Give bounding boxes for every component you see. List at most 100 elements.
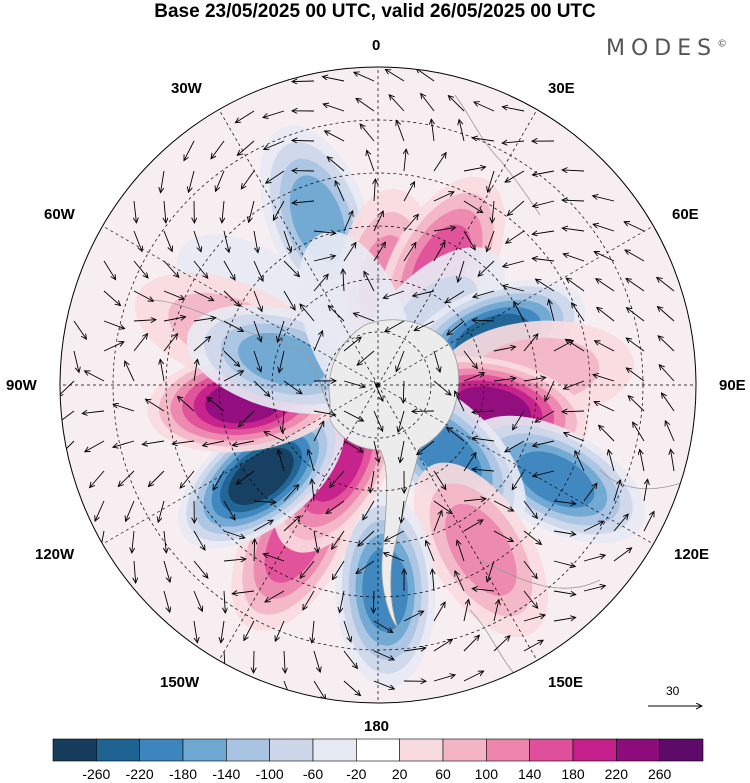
wind-vector	[223, 290, 240, 306]
map-border	[59, 66, 697, 704]
lon-label-0: 0	[372, 37, 381, 54]
wind-vector	[401, 500, 405, 523]
wind-vector	[463, 453, 476, 472]
wind-vector	[400, 440, 405, 463]
wind-vector	[523, 615, 545, 622]
wind-vector	[133, 230, 142, 251]
anomaly-contour	[445, 503, 517, 596]
wind-vector	[472, 589, 495, 591]
wind-vector	[593, 374, 615, 382]
wind-vector	[532, 170, 555, 175]
wind-vector	[553, 560, 575, 567]
wind-vector	[184, 140, 195, 161]
wind-vector	[385, 69, 405, 82]
wind-vector	[161, 170, 165, 193]
wind-vector	[513, 410, 525, 430]
wind-vector	[134, 200, 136, 223]
wind-vector	[503, 260, 525, 267]
wind-vector	[277, 320, 285, 342]
wind-vector	[60, 410, 75, 424]
colorbar-swatch	[356, 738, 400, 762]
wind-vector	[597, 307, 615, 322]
wind-vector	[463, 499, 486, 501]
wind-vector	[566, 278, 585, 292]
wind-vector	[384, 530, 405, 541]
wind-vector	[533, 200, 555, 206]
colorbar-tick-label: -140	[212, 766, 241, 782]
wind-vector	[657, 307, 675, 322]
wind-vector	[505, 440, 525, 452]
wind-vector	[493, 347, 516, 352]
wind-vector	[549, 300, 555, 322]
colorbar-tick-label: 220	[604, 766, 629, 782]
wind-vector	[613, 514, 628, 532]
colorbar-tick-label: -180	[168, 766, 198, 782]
wind-vector	[523, 560, 537, 579]
wind-vector	[327, 157, 345, 172]
wind-vector	[367, 150, 375, 172]
colorbar-tick-label: 140	[517, 766, 542, 782]
wind-vector	[163, 230, 172, 251]
wind-vector	[445, 290, 465, 303]
wind-vector	[263, 110, 285, 118]
wind-vector	[599, 425, 615, 442]
meridian-line	[377, 384, 654, 545]
wind-vector	[474, 102, 495, 112]
wind-vector	[343, 680, 360, 696]
wind-vector	[85, 440, 105, 452]
wind-vector	[253, 520, 273, 532]
wind-vector	[193, 530, 205, 550]
wind-vector	[373, 620, 393, 632]
wind-vector	[626, 338, 645, 352]
wind-vector	[113, 404, 135, 412]
colorbar-swatch	[52, 738, 97, 762]
wind-vector	[275, 620, 285, 641]
wind-vector	[661, 393, 675, 412]
wind-vector	[383, 290, 405, 298]
wind-vector	[292, 140, 315, 141]
wind-vector	[324, 131, 345, 142]
wind-vector	[160, 359, 165, 382]
wind-vector	[457, 540, 465, 562]
wind-vector	[505, 170, 525, 182]
anomaly-contour	[517, 451, 595, 508]
wind-vector	[343, 269, 344, 292]
colorbar-swatch	[442, 738, 487, 762]
wind-vector	[431, 119, 434, 142]
colorbar-tick-label: 20	[391, 766, 408, 782]
wind-vector	[553, 617, 576, 622]
wind-vector	[626, 368, 645, 382]
colorbar-tick-label: 260	[647, 766, 672, 782]
wind-vector	[202, 440, 225, 446]
colorbar-tick-label: -260	[82, 766, 111, 782]
wind-vector	[593, 224, 615, 232]
coastline-layer	[149, 94, 691, 681]
wind-vector	[313, 650, 320, 672]
wind-vector	[133, 290, 153, 301]
latitude-circle	[271, 278, 485, 492]
wind-vector	[583, 483, 597, 502]
wind-vector	[545, 380, 555, 401]
wind-vector	[142, 440, 165, 444]
wind-vector	[403, 380, 404, 403]
wind-vector	[222, 200, 224, 223]
wind-vector	[284, 650, 285, 673]
copyright-mark: ©	[717, 38, 728, 50]
wind-vector	[433, 510, 442, 532]
wind-vector	[493, 530, 513, 542]
wind-vector	[354, 72, 375, 82]
wind-vector	[223, 320, 243, 331]
wind-vector	[223, 559, 246, 561]
wind-vector	[404, 149, 406, 172]
wind-vector	[126, 500, 135, 521]
wind-vector	[533, 440, 555, 446]
wind-vector	[628, 396, 645, 412]
colorbar-swatch	[529, 738, 574, 762]
wind-vector	[103, 260, 116, 280]
wind-vector	[373, 680, 394, 689]
wind-vector	[373, 650, 394, 660]
meridian-line	[218, 384, 379, 661]
wind-vector	[343, 620, 351, 642]
wind-vector	[608, 450, 615, 472]
wind-vector	[640, 449, 645, 472]
